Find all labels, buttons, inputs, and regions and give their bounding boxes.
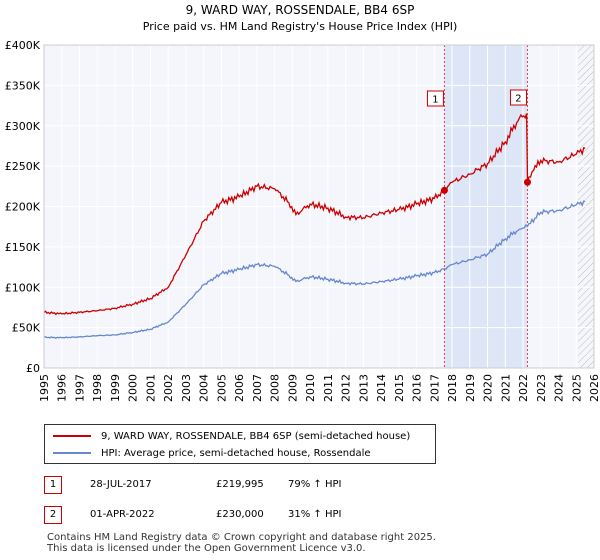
x-tick-label: 2011 [322, 374, 335, 402]
x-tick-label: 2010 [304, 374, 317, 402]
x-tick-label: 2003 [180, 374, 193, 402]
x-tick-label: 1996 [56, 374, 69, 402]
sale-label-box-2 [509, 89, 527, 106]
chart-subtitle: Price paid vs. HM Land Registry's House … [143, 20, 458, 33]
x-tick-label: 2008 [269, 374, 282, 402]
legend-label-property: 9, WARD WAY, ROSSENDALE, BB4 6SP (semi-d… [101, 430, 411, 442]
x-tick-label: 2000 [127, 374, 140, 402]
x-tick-label: 2019 [464, 374, 477, 402]
legend-item-property: 9, WARD WAY, ROSSENDALE, BB4 6SP (semi-d… [53, 428, 410, 444]
y-tick-label: £350K [5, 79, 41, 92]
y-tick-label: £50K [12, 322, 41, 335]
x-tick-label: 2015 [393, 374, 406, 402]
x-tick-label: 2018 [446, 374, 459, 402]
price-chart: 9, WARD WAY, ROSSENDALE, BB4 6SP Price p… [5, 3, 600, 402]
x-tick-label: 2026 [588, 374, 600, 402]
sale-badge-1: 1 [44, 476, 62, 494]
sale-price-1: £219,995 [216, 479, 264, 490]
sale-hpi-1: 79% ↑ HPI [288, 479, 342, 490]
sale-label-1: 1 [432, 95, 438, 106]
x-tick-label: 2002 [162, 374, 175, 402]
legend-item-hpi: HPI: Average price, semi-detached house,… [53, 445, 371, 461]
y-tick-label: £150K [5, 241, 41, 254]
legend-label-hpi: HPI: Average price, semi-detached house,… [101, 447, 371, 459]
x-tick-label: 2004 [198, 374, 211, 402]
y-tick-label: £0 [26, 362, 40, 375]
x-tick-label: 2013 [357, 374, 370, 402]
footer-copyright: Contains HM Land Registry data © Crown c… [47, 532, 436, 543]
x-tick-label: 1999 [109, 374, 122, 402]
x-tick-label: 1995 [38, 374, 51, 402]
x-tick-label: 2005 [215, 374, 228, 402]
y-tick-label: £400K [5, 39, 41, 52]
sale-label-box-1 [426, 90, 444, 107]
series-line-hpi [43, 200, 586, 339]
y-tick-label: £300K [5, 120, 41, 133]
legend: 9, WARD WAY, ROSSENDALE, BB4 6SP (semi-d… [44, 424, 436, 464]
sale-point-2 [523, 178, 531, 186]
x-tick-label: 2025 [570, 374, 583, 402]
footer-licence: This data is licensed under the Open Gov… [47, 543, 366, 554]
sale-price-2: £230,000 [216, 509, 264, 520]
legend-swatch-blue [53, 452, 91, 454]
y-tick-label: £100K [5, 281, 41, 294]
x-tick-label: 2014 [375, 374, 388, 402]
x-tick-label: 2006 [233, 374, 246, 402]
sale-point-1 [440, 186, 448, 194]
sale-date-1: 28-JUL-2017 [90, 479, 152, 490]
x-tick-label: 1997 [73, 374, 86, 402]
x-tick-label: 2024 [553, 374, 566, 402]
x-tick-label: 2017 [428, 374, 441, 402]
sale-date-2: 01-APR-2022 [90, 509, 155, 520]
x-tick-label: 2023 [535, 374, 548, 402]
chart-title: 9, WARD WAY, ROSSENDALE, BB4 6SP [186, 3, 415, 17]
legend-swatch-red [53, 435, 91, 437]
x-tick-label: 2020 [482, 374, 495, 402]
x-tick-label: 1998 [91, 374, 104, 402]
y-tick-label: £250K [5, 160, 41, 173]
x-tick-label: 2022 [517, 374, 530, 402]
x-tick-label: 2009 [286, 374, 299, 402]
x-tick-label: 2012 [340, 374, 353, 402]
sale-label-2: 2 [515, 94, 521, 105]
plot-frame [43, 44, 595, 369]
y-tick-label: £200K [5, 201, 41, 214]
sale-badge-2: 2 [44, 506, 62, 524]
sale-hpi-2: 31% ↑ HPI [288, 509, 342, 520]
x-tick-label: 2007 [251, 374, 264, 402]
x-tick-label: 2016 [411, 374, 424, 402]
x-tick-label: 2001 [144, 374, 157, 402]
series-line-property [43, 113, 586, 316]
x-tick-label: 2021 [499, 374, 512, 402]
